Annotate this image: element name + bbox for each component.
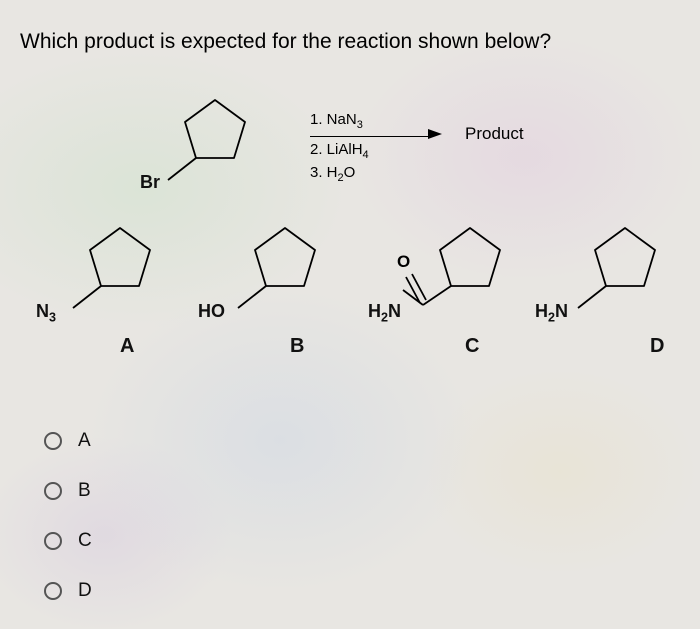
option-letter-b: B (290, 335, 304, 358)
reaction-arrow-head (428, 128, 446, 140)
starting-material-label: Br (140, 172, 160, 193)
option-letter-d: D (650, 335, 664, 358)
structure-c-oxygen: O (397, 252, 410, 272)
reagent-1-sub: 3 (357, 119, 363, 131)
choice-label-a: A (78, 430, 91, 452)
structure-c-label: H2N (368, 301, 401, 325)
choice-row-b[interactable]: B (44, 466, 92, 516)
reagent-line-2: 2. LiAlH4 (310, 140, 430, 163)
option-letter-c: C (465, 335, 479, 358)
product-label: Product (465, 124, 524, 144)
choice-label-b: B (78, 480, 91, 502)
choices-list: A B C D (44, 416, 92, 616)
radio-d[interactable] (44, 582, 62, 600)
option-letter-a: A (120, 335, 134, 358)
reaction-arrow-line (310, 136, 430, 137)
page-content: Which product is expected for the reacti… (0, 0, 700, 629)
radio-a[interactable] (44, 432, 62, 450)
structure-d (565, 220, 685, 320)
reagent-2-sub: 4 (363, 149, 369, 161)
choice-row-d[interactable]: D (44, 566, 92, 616)
structure-c (390, 220, 530, 330)
structure-b (225, 220, 345, 320)
choice-label-d: D (78, 580, 92, 602)
reagents-block: 1. NaN3 2. LiAlH4 3. H2O (310, 110, 430, 186)
choice-row-c[interactable]: C (44, 516, 92, 566)
choice-label-c: C (78, 530, 92, 552)
structure-a-label: N3 (36, 301, 56, 325)
structure-b-label: HO (198, 301, 225, 322)
choice-row-a[interactable]: A (44, 416, 92, 466)
radio-b[interactable] (44, 482, 62, 500)
reagent-line-1: 1. NaN3 (310, 110, 430, 133)
structure-a (60, 220, 180, 320)
structure-d-label: H2N (535, 301, 568, 325)
question-text: Which product is expected for the reacti… (20, 30, 551, 54)
starting-material-structure (150, 90, 280, 200)
radio-c[interactable] (44, 532, 62, 550)
reagent-line-3: 3. H2O (310, 163, 430, 186)
